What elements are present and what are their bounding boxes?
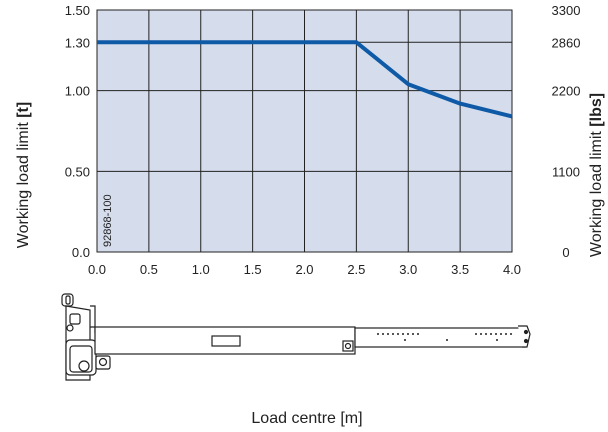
y-tick-labels-left: 0.0 0.50 1.00 1.30 1.50 [65,3,90,260]
y-tick-label-right: 2860 [552,35,581,50]
x-tick-label: 0.5 [140,262,158,277]
y-axis-title-right-unit: [lbs] [588,93,605,127]
y-axis-title-right: Working load limit [lbs] [588,93,605,257]
x-tick-label: 1.5 [244,262,262,277]
y-tick-label-left: 1.30 [65,35,90,50]
y-axis-title-left-unit: [t] [15,102,32,118]
y-tick-label-right: 2200 [552,84,581,99]
y-axis-title-left: Working load limit [t] [15,102,32,248]
y-axis-title-left-prefix: Working load limit [15,118,32,248]
plot-frame [96,9,513,253]
x-tick-labels: 0.0 0.5 1.0 1.5 2.0 2.5 3.0 3.5 4.0 [88,262,521,277]
x-tick-label: 1.0 [192,262,210,277]
y-tick-label-left: 0.50 [65,164,90,179]
y-tick-label-right: 1100 [552,164,580,179]
x-tick-label: 2.5 [347,262,365,277]
y-tick-labels-right: 0 1100 2200 2860 3300 [552,3,581,260]
y-tick-label-right: 3300 [552,3,581,18]
series-layer [97,40,513,119]
series-line [97,40,513,119]
x-axis-title: Load centre [m] [251,410,362,427]
fork-illustration [61,293,531,381]
x-tick-label: 4.0 [503,262,521,277]
x-tick-label: 3.5 [451,262,469,277]
image-code: 92868-100 [102,194,114,247]
y-tick-label-right: 0 [562,245,569,260]
x-tick-label: 2.0 [295,262,313,277]
y-axis-title-right-prefix: Working load limit [588,127,605,257]
x-tick-label: 3.0 [399,262,417,277]
y-tick-label-left: 1.50 [65,3,90,18]
y-tick-label-left: 1.00 [65,84,90,99]
y-tick-label-left: 0.0 [72,245,90,260]
x-tick-label: 0.0 [88,262,106,277]
